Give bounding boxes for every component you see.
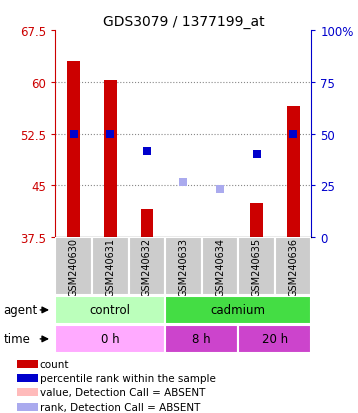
- Text: count: count: [40, 359, 69, 369]
- Bar: [202, 237, 238, 295]
- Text: GSM240633: GSM240633: [179, 237, 188, 296]
- Point: [71, 131, 77, 138]
- Bar: [165, 237, 202, 295]
- Text: rank, Detection Call = ABSENT: rank, Detection Call = ABSENT: [40, 402, 200, 412]
- Point: [180, 179, 186, 186]
- Text: 8 h: 8 h: [193, 332, 211, 346]
- Bar: [140, 210, 153, 237]
- Bar: [238, 237, 275, 295]
- Bar: [165, 296, 311, 324]
- Bar: [55, 237, 92, 295]
- Text: agent: agent: [4, 304, 38, 317]
- Bar: [104, 81, 117, 237]
- Bar: [55, 325, 165, 353]
- Text: time: time: [4, 332, 30, 346]
- Text: 20 h: 20 h: [262, 332, 288, 346]
- Text: GSM240630: GSM240630: [69, 237, 79, 296]
- Text: 0 h: 0 h: [101, 332, 120, 346]
- Bar: [129, 237, 165, 295]
- Bar: [67, 62, 80, 237]
- Text: GSM240634: GSM240634: [215, 237, 225, 296]
- Point: [254, 152, 260, 158]
- Point: [217, 186, 223, 192]
- Bar: [55, 296, 165, 324]
- Text: percentile rank within the sample: percentile rank within the sample: [40, 373, 216, 383]
- Text: GSM240636: GSM240636: [288, 237, 298, 296]
- Point: [107, 131, 113, 138]
- Text: GSM240631: GSM240631: [105, 237, 115, 296]
- Text: control: control: [90, 304, 131, 317]
- Bar: [287, 107, 300, 237]
- Bar: [275, 237, 311, 295]
- Bar: [92, 237, 129, 295]
- Text: GSM240632: GSM240632: [142, 237, 152, 296]
- Title: GDS3079 / 1377199_at: GDS3079 / 1377199_at: [103, 14, 264, 28]
- Bar: [18, 388, 38, 396]
- Bar: [18, 403, 38, 411]
- Point: [290, 131, 296, 138]
- Bar: [250, 203, 263, 237]
- Bar: [18, 360, 38, 368]
- Bar: [165, 325, 238, 353]
- Text: cadmium: cadmium: [211, 304, 266, 317]
- Bar: [18, 374, 38, 382]
- Point: [144, 148, 150, 155]
- Text: value, Detection Call = ABSENT: value, Detection Call = ABSENT: [40, 387, 205, 397]
- Bar: [238, 325, 311, 353]
- Text: GSM240635: GSM240635: [252, 237, 262, 296]
